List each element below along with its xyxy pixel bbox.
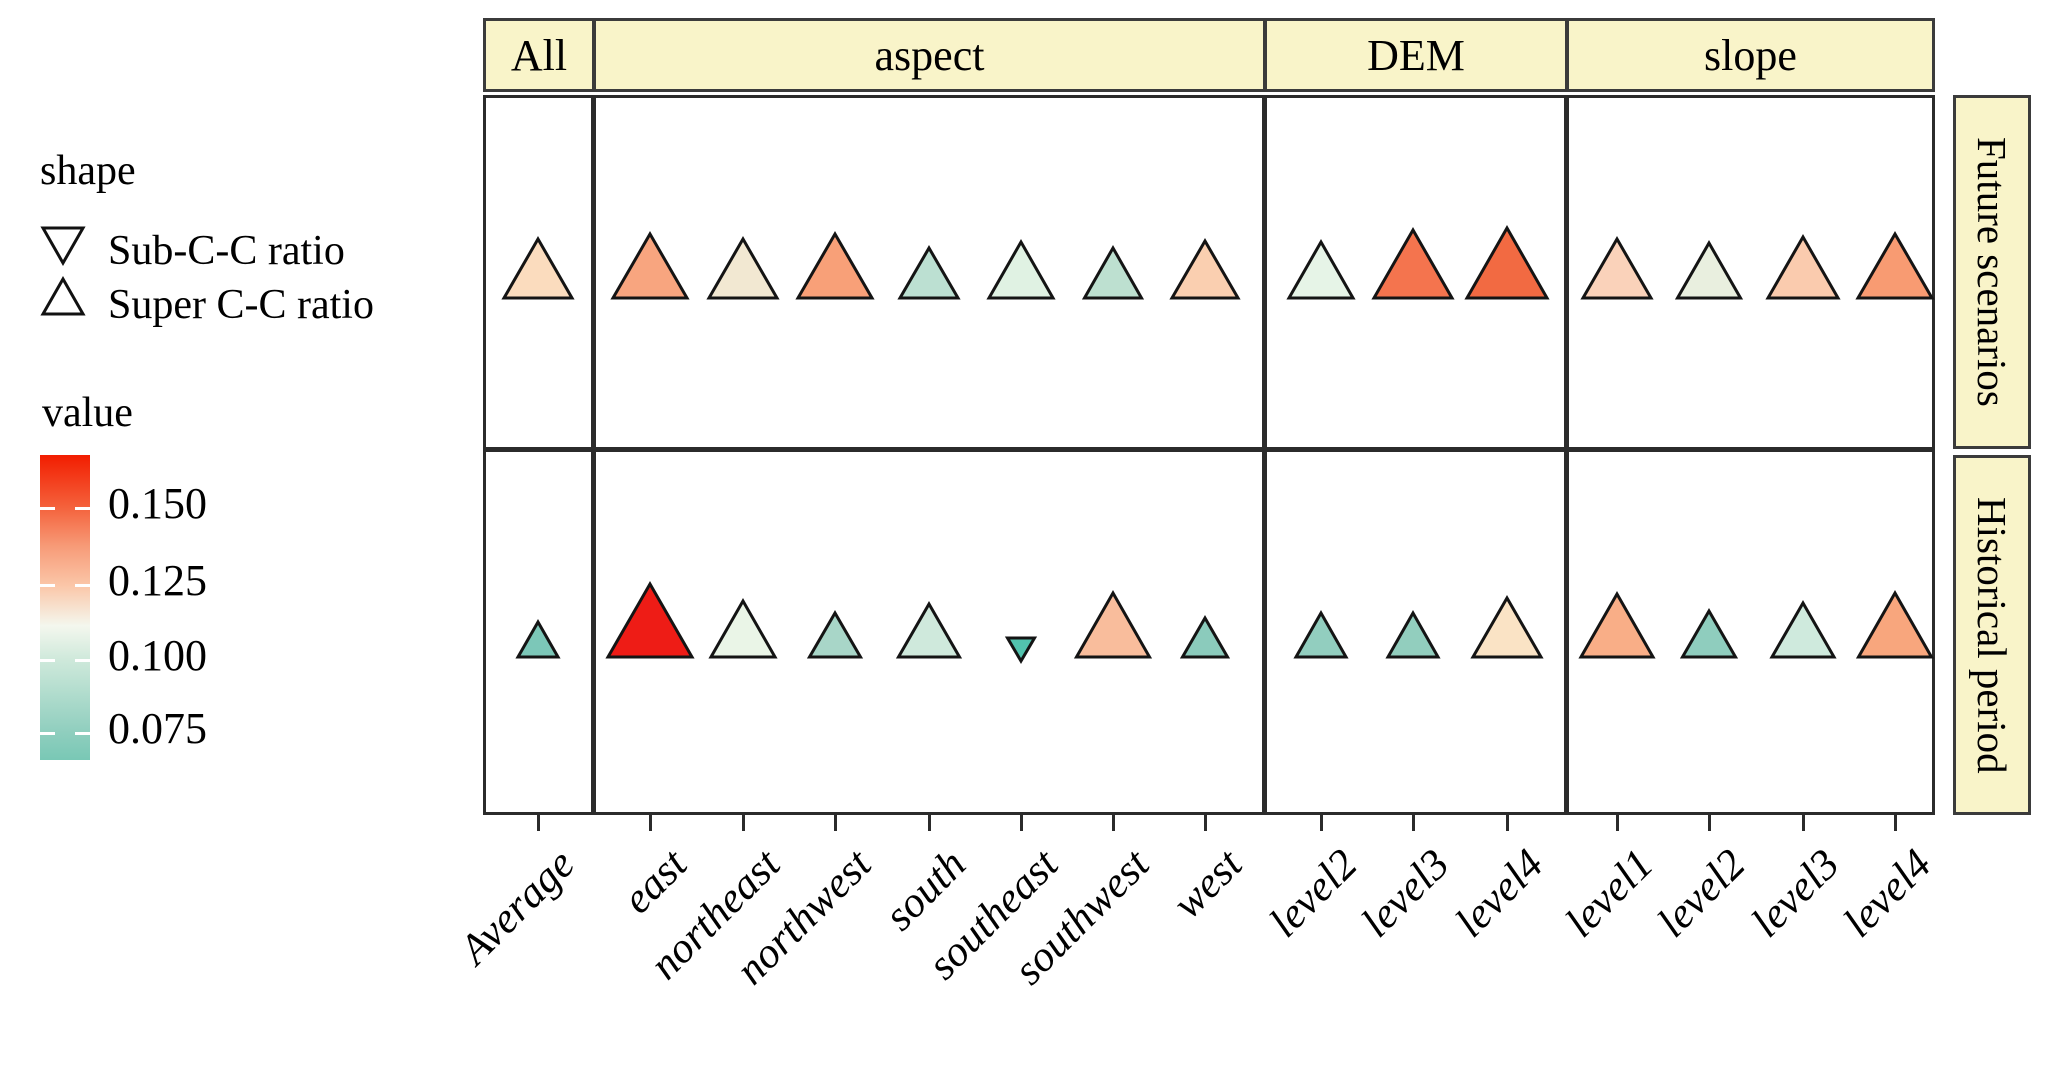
marker-future-scenarios-northwest [795, 231, 875, 300]
facet-strip-dem: DEM [1264, 18, 1568, 92]
value-bar-tick [75, 584, 90, 587]
marker-historical-period-east [605, 580, 695, 659]
value-bar-tick [40, 507, 55, 510]
value-tick-0150: 0.150 [108, 479, 207, 528]
triangle-down-icon [40, 226, 86, 266]
value-legend-title: value [42, 390, 133, 436]
x-axis-tick [1506, 815, 1509, 831]
x-axis-tick [1412, 815, 1415, 831]
marker-historical-period-level2 [1679, 607, 1739, 659]
marker-historical-period-level3 [1769, 599, 1837, 659]
facet-strip-aspect: aspect [593, 18, 1266, 92]
panel-divider-all-aspect [591, 95, 596, 815]
panel-divider-rows [483, 447, 1935, 452]
value-tick-0100: 0.100 [108, 631, 207, 680]
x-axis-tick [537, 815, 540, 831]
panel-outline [483, 95, 1935, 815]
value-tick-0075: 0.075 [108, 704, 207, 753]
marker-historical-period-level4 [1470, 594, 1544, 659]
marker-future-scenarios-west [1169, 238, 1241, 300]
value-tick-0125: 0.125 [108, 556, 207, 605]
marker-future-scenarios-southeast [986, 238, 1056, 300]
marker-future-scenarios-level1 [1580, 235, 1654, 300]
panel-divider-dem-slope [1564, 95, 1569, 815]
marker-future-scenarios-east [610, 231, 690, 300]
marker-future-scenarios-level2 [1286, 238, 1356, 300]
marker-historical-period-Average [515, 618, 561, 659]
x-axis-tick [928, 815, 931, 831]
x-axis-tick [1616, 815, 1619, 831]
marker-historical-period-level4 [1855, 589, 1935, 659]
x-axis-tick [1894, 815, 1897, 831]
marker-future-scenarios-level3 [1371, 226, 1455, 300]
marker-future-scenarios-level3 [1765, 233, 1841, 300]
shape-legend-item-sub: Sub-C-C ratio [108, 228, 345, 274]
x-axis-tick [1802, 815, 1805, 831]
facet-strip-all: All [483, 18, 595, 92]
x-axis-tick [1320, 815, 1323, 831]
x-axis-tick [1204, 815, 1207, 831]
marker-future-scenarios-southwest [1081, 244, 1145, 300]
value-bar-tick [40, 659, 55, 662]
value-bar-tick [75, 507, 90, 510]
x-axis-tick [1020, 815, 1023, 831]
marker-historical-period-southwest [1073, 589, 1153, 659]
marker-historical-period-level2 [1293, 609, 1349, 659]
value-gradient-bar [40, 455, 90, 760]
facet-strip-historical-period: Historical period [1953, 455, 2031, 815]
triangle-up-icon [40, 276, 86, 316]
facet-strip-slope: slope [1566, 18, 1935, 92]
x-axis-tick [649, 815, 652, 831]
marker-future-scenarios-level2 [1674, 239, 1744, 300]
marker-future-scenarios-Average [501, 235, 575, 300]
value-bar-tick [75, 732, 90, 735]
marker-future-scenarios-level4 [1855, 231, 1935, 300]
marker-future-scenarios-level4 [1464, 224, 1550, 300]
value-bar-tick [75, 659, 90, 662]
marker-historical-period-level3 [1385, 609, 1441, 659]
shape-legend-title: shape [40, 148, 136, 194]
value-bar-tick [40, 732, 55, 735]
x-axis-tick [1708, 815, 1711, 831]
marker-historical-period-level1 [1578, 590, 1656, 659]
marker-historical-period-south [895, 600, 963, 659]
facet-strip-future-scenarios: Future scenarios [1953, 95, 2031, 449]
marker-future-scenarios-south [897, 245, 961, 300]
marker-historical-period-west [1179, 614, 1231, 659]
marker-historical-period-northeast [708, 597, 778, 659]
x-axis-tick [834, 815, 837, 831]
marker-future-scenarios-northeast [706, 235, 780, 300]
shape-legend-item-super: Super C-C ratio [108, 282, 374, 328]
value-bar-tick [40, 584, 55, 587]
marker-historical-period-northwest [806, 610, 864, 659]
x-axis-tick [1112, 815, 1115, 831]
x-axis-tick [742, 815, 745, 831]
marker-historical-period-southeast [1004, 636, 1038, 664]
panel-divider-aspect-dem [1262, 95, 1267, 815]
